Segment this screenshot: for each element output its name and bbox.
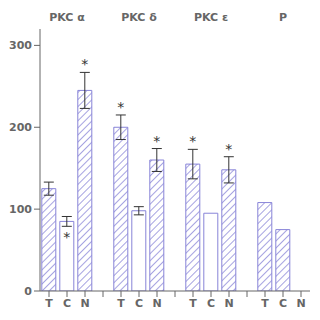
svg-text:C: C [207, 297, 215, 310]
svg-text:C: C [63, 297, 71, 310]
svg-text:*: * [63, 229, 70, 245]
svg-text:C: C [279, 297, 287, 310]
svg-text:T: T [261, 297, 269, 310]
svg-text:T: T [45, 297, 53, 310]
svg-text:*: * [189, 133, 196, 149]
svg-text:P: P [279, 11, 287, 24]
svg-text:PKC δ: PKC δ [121, 11, 157, 24]
svg-text:N: N [224, 297, 233, 310]
svg-text:*: * [225, 141, 232, 157]
svg-text:*: * [153, 133, 160, 149]
svg-text:N: N [152, 297, 161, 310]
svg-text:T: T [189, 297, 197, 310]
svg-text:300: 300 [9, 39, 32, 52]
svg-text:*: * [81, 56, 88, 72]
svg-text:200: 200 [9, 121, 32, 134]
svg-text:0: 0 [24, 285, 32, 298]
svg-text:C: C [135, 297, 143, 310]
svg-text:N: N [80, 297, 89, 310]
svg-text:N: N [296, 297, 305, 310]
svg-text:PKC ε: PKC ε [194, 11, 228, 24]
svg-text:*: * [117, 99, 124, 115]
svg-text:T: T [117, 297, 125, 310]
svg-text:100: 100 [9, 203, 32, 216]
svg-text:PKC α: PKC α [49, 11, 85, 24]
